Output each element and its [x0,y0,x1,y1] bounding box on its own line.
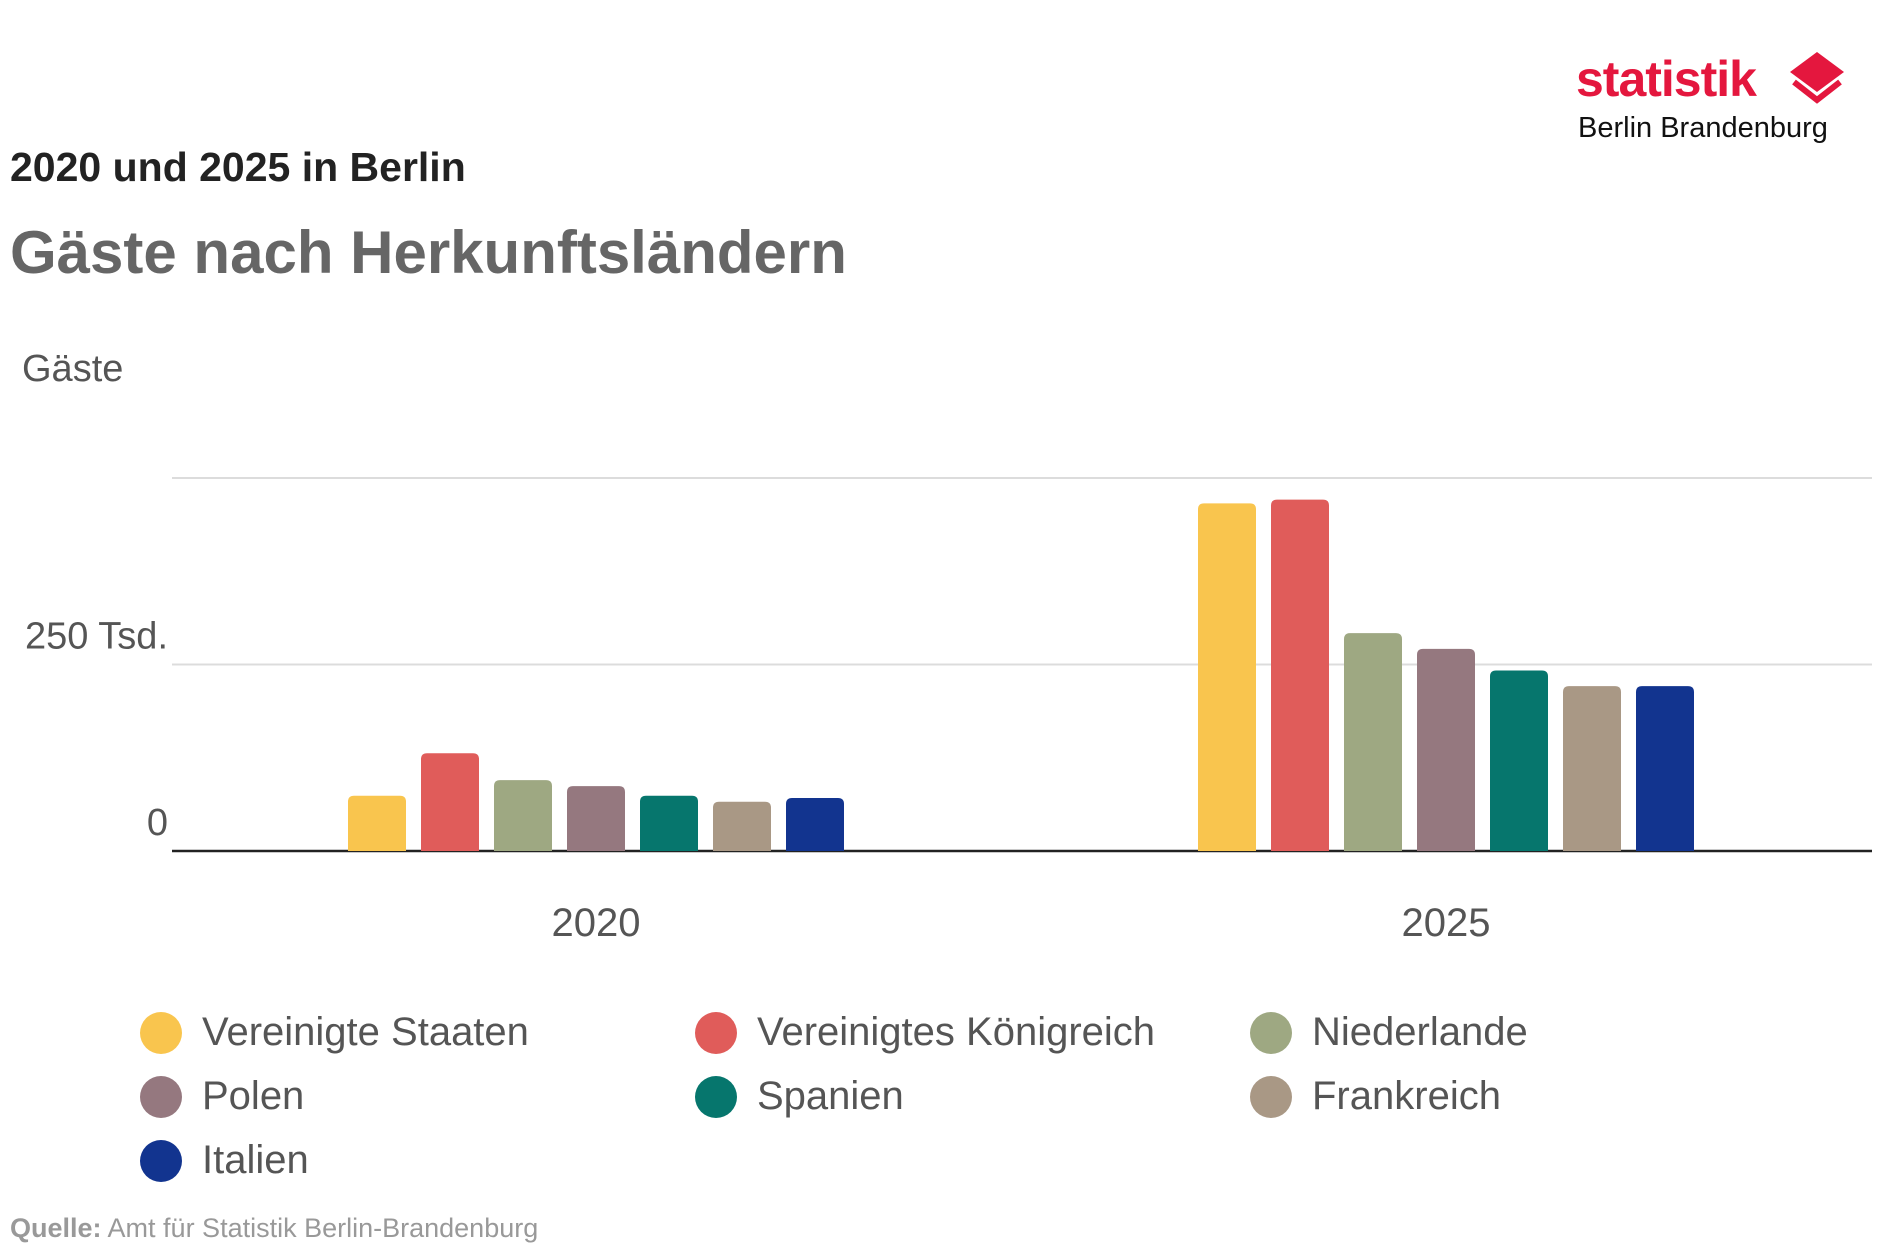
legend-item[interactable]: Niederlande [1250,1010,1528,1055]
bar-2025-niederlande [1344,633,1402,851]
legend-label: Italien [202,1138,309,1182]
x-tick-label: 2025 [1402,901,1491,945]
statistik-logo: statistik Berlin Brandenburg [1576,50,1856,150]
source-label: Quelle: [10,1213,102,1243]
legend-swatch-icon [1250,1075,1292,1118]
bar-2020-vereinigte-staaten [348,795,406,851]
legend-swatch-icon [140,1011,182,1054]
bar-2025-vereinigtes-königreich [1271,499,1329,851]
legend-label: Spanien [757,1074,904,1118]
chart-subtitle: 2020 und 2025 in Berlin [10,144,466,190]
bar-2025-vereinigte-staaten [1198,503,1256,851]
legend-label: Polen [202,1074,305,1118]
legend-swatch-icon [140,1075,182,1118]
legend-item[interactable]: Frankreich [1250,1074,1501,1119]
legend-swatch-icon [695,1075,737,1118]
legend-item[interactable]: Vereinigte Staaten [140,1010,529,1055]
legend-item[interactable]: Vereinigtes Königreich [695,1010,1155,1055]
legend-swatch-icon [695,1011,737,1054]
logo-word: statistik [1576,51,1757,107]
legend-item[interactable]: Italien [140,1138,309,1183]
layers-logo-icon [1790,52,1844,104]
y-tick-label: 0 [147,802,168,844]
legend-item[interactable]: Spanien [695,1074,904,1119]
legend-swatch-icon [140,1139,182,1182]
legend-label: Niederlande [1312,1010,1528,1054]
bar-2020-spanien [640,795,698,851]
chart-title: Gäste nach Herkunftsländern [10,219,847,286]
bar-2025-spanien [1490,670,1548,851]
y-tick-label: 250 Tsd. [25,616,168,658]
bar-2020-vereinigtes-königreich [421,753,479,851]
bar-2020-italien [786,798,844,851]
y-axis-label: Gäste [22,348,124,390]
legend-label: Frankreich [1312,1074,1501,1118]
source-note: Quelle: Amt für Statistik Berlin-Branden… [10,1213,538,1244]
bar-2025-italien [1636,686,1694,851]
legend-label: Vereinigtes Königreich [757,1010,1156,1054]
bar-2020-frankreich [713,801,771,851]
legend-label: Vereinigte Staaten [202,1010,529,1054]
bar-2020-niederlande [494,780,552,851]
x-tick-label: 2020 [552,901,641,945]
legend-item[interactable]: Polen [140,1074,304,1119]
bar-2020-polen [567,786,625,851]
bar-2025-polen [1417,648,1475,851]
bar-2025-frankreich [1563,686,1621,851]
source-text: Amt für Statistik Berlin-Brandenburg [107,1213,539,1243]
legend-swatch-icon [1250,1011,1292,1054]
logo-subtitle: Berlin Brandenburg [1578,112,1828,144]
